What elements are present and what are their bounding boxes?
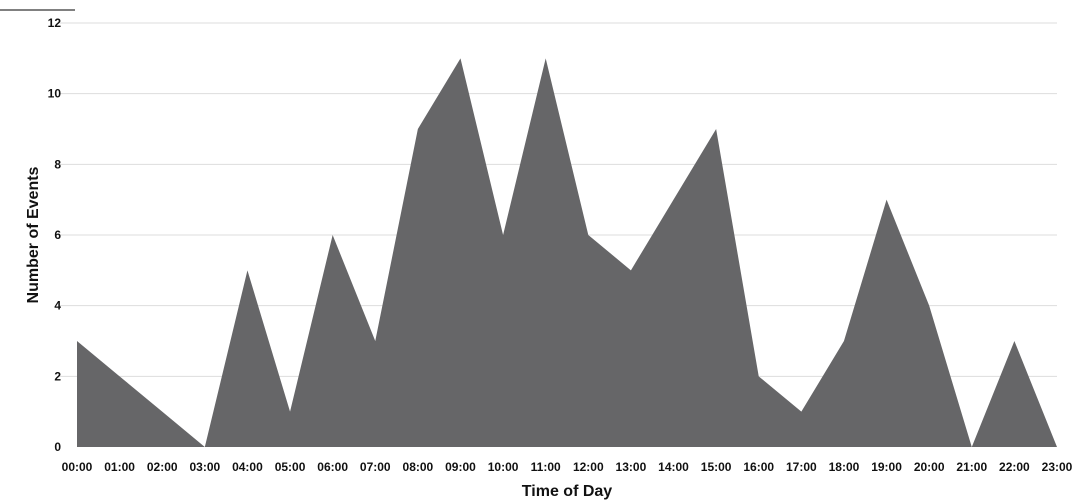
x-tick-label: 12:00 [573,460,604,474]
y-tick-label: 8 [54,157,61,171]
x-tick-label: 06:00 [317,460,348,474]
x-tick-label: 01:00 [104,460,135,474]
x-tick-label: 08:00 [403,460,434,474]
x-tick-label: 00:00 [62,460,93,474]
x-tick-label: 20:00 [914,460,945,474]
x-tick-label: 15:00 [701,460,732,474]
x-tick-label: 05:00 [275,460,306,474]
y-tick-label: 10 [48,87,62,101]
x-tick-label: 07:00 [360,460,391,474]
x-tick-label: 02:00 [147,460,178,474]
y-tick-label: 6 [54,228,61,242]
x-tick-label: 03:00 [189,460,220,474]
x-tick-label: 04:00 [232,460,263,474]
x-tick-label: 19:00 [871,460,902,474]
x-tick-label: 10:00 [488,460,519,474]
x-tick-label: 13:00 [616,460,647,474]
y-axis-title: Number of Events [25,166,42,303]
x-tick-label: 09:00 [445,460,476,474]
y-tick-label: 12 [48,16,62,30]
x-tick-label: 17:00 [786,460,817,474]
y-tick-label: 2 [54,369,61,383]
x-tick-label: 18:00 [829,460,860,474]
y-axis-ticks: 0 2 4 6 8 10 12 [48,16,62,454]
y-tick-label: 4 [54,299,61,313]
y-tick-label: 0 [54,440,61,454]
x-tick-label: 11:00 [531,460,561,474]
x-tick-label: 22:00 [999,460,1030,474]
x-tick-label: 14:00 [658,460,689,474]
x-tick-label: 23:00 [1042,460,1072,474]
x-tick-label: 21:00 [956,460,987,474]
x-tick-label: 16:00 [743,460,774,474]
x-axis-ticks: 00:00 01:00 02:00 03:00 04:00 05:00 06:00 07:00… [62,460,1072,474]
area-series [77,58,1057,447]
x-axis-title: Time of Day [522,483,613,500]
